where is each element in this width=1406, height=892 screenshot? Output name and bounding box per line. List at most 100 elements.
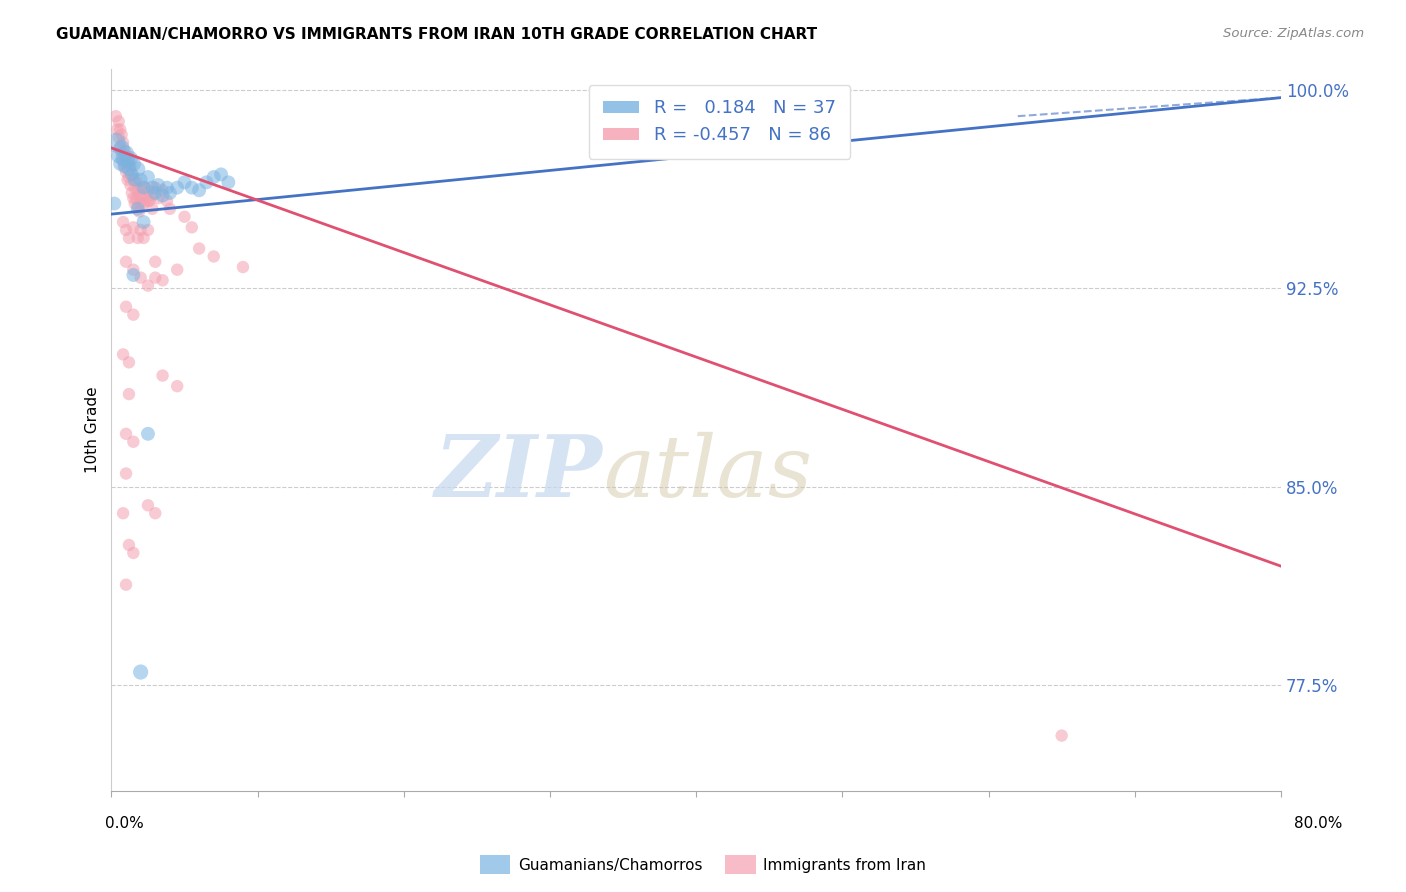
Point xyxy=(122,157,145,171)
Point xyxy=(122,172,145,186)
Point xyxy=(117,157,139,171)
Point xyxy=(202,250,225,264)
Point xyxy=(112,506,135,520)
Point xyxy=(114,160,136,174)
Point xyxy=(132,231,155,245)
Text: atlas: atlas xyxy=(603,432,811,515)
Point xyxy=(217,175,239,189)
Point xyxy=(115,149,138,163)
Point xyxy=(112,154,135,169)
Point xyxy=(107,149,129,163)
Point xyxy=(136,223,159,237)
Point xyxy=(143,180,166,194)
Legend: Guamanians/Chamorros, Immigrants from Iran: Guamanians/Chamorros, Immigrants from Ir… xyxy=(474,849,932,880)
Point xyxy=(118,169,141,184)
Point xyxy=(122,546,145,560)
Point xyxy=(152,183,174,197)
Y-axis label: 10th Grade: 10th Grade xyxy=(86,386,100,473)
Point xyxy=(152,273,174,287)
Point xyxy=(114,160,136,174)
Point xyxy=(152,368,174,383)
Point xyxy=(115,467,138,481)
Point xyxy=(121,186,143,200)
Point xyxy=(188,242,211,256)
Point xyxy=(152,188,174,202)
Point xyxy=(108,122,131,136)
Point xyxy=(118,538,141,552)
Text: ZIP: ZIP xyxy=(434,432,603,515)
Point xyxy=(111,141,134,155)
Point xyxy=(209,168,232,182)
Point xyxy=(115,300,138,314)
Point xyxy=(127,183,149,197)
Point xyxy=(143,506,166,520)
Point xyxy=(180,180,202,194)
Point xyxy=(103,196,125,211)
Point xyxy=(115,223,138,237)
Point xyxy=(173,210,195,224)
Point xyxy=(124,196,146,211)
Text: 0.0%: 0.0% xyxy=(105,816,145,831)
Point xyxy=(202,169,225,184)
Point xyxy=(115,165,138,179)
Point xyxy=(136,278,159,293)
Point xyxy=(115,254,138,268)
Point xyxy=(127,199,149,213)
Point xyxy=(105,122,128,136)
Point xyxy=(132,196,155,211)
Point xyxy=(129,196,152,211)
Point xyxy=(122,434,145,449)
Point xyxy=(104,109,127,123)
Point xyxy=(166,180,188,194)
Point xyxy=(117,172,139,186)
Point xyxy=(104,136,127,150)
Point xyxy=(121,168,143,182)
Point xyxy=(124,180,146,194)
Point xyxy=(136,169,159,184)
Point xyxy=(141,188,163,202)
Point xyxy=(232,260,254,274)
Point xyxy=(117,154,139,169)
Point xyxy=(121,168,143,182)
Text: 80.0%: 80.0% xyxy=(1295,816,1343,831)
Point xyxy=(112,152,135,166)
Text: Source: ZipAtlas.com: Source: ZipAtlas.com xyxy=(1223,27,1364,40)
Point xyxy=(127,162,149,177)
Point xyxy=(125,175,148,189)
Point xyxy=(148,178,170,192)
Point xyxy=(112,215,135,229)
Point xyxy=(107,114,129,128)
Point xyxy=(143,186,166,200)
Point xyxy=(173,175,195,189)
Point xyxy=(129,270,152,285)
Point xyxy=(132,180,155,194)
Point xyxy=(108,141,131,155)
Point xyxy=(118,162,141,177)
Point xyxy=(120,160,142,174)
Point xyxy=(114,144,136,158)
Point xyxy=(195,175,218,189)
Point xyxy=(127,202,149,216)
Point xyxy=(118,231,141,245)
Point xyxy=(131,188,153,202)
Legend: R =   0.184   N = 37, R = -0.457   N = 86: R = 0.184 N = 37, R = -0.457 N = 86 xyxy=(589,85,851,159)
Point xyxy=(124,172,146,186)
Point xyxy=(135,191,157,205)
Point xyxy=(111,128,134,142)
Point xyxy=(136,426,159,441)
Point xyxy=(132,215,155,229)
Point xyxy=(136,183,159,197)
Point xyxy=(125,191,148,205)
Point xyxy=(120,178,142,192)
Point xyxy=(141,202,163,216)
Point xyxy=(143,254,166,268)
Point xyxy=(118,355,141,369)
Point xyxy=(156,194,179,208)
Point xyxy=(129,180,152,194)
Point xyxy=(108,157,131,171)
Point xyxy=(115,577,138,591)
Point xyxy=(122,191,145,205)
Point xyxy=(166,262,188,277)
Point xyxy=(122,220,145,235)
Point xyxy=(188,183,211,197)
